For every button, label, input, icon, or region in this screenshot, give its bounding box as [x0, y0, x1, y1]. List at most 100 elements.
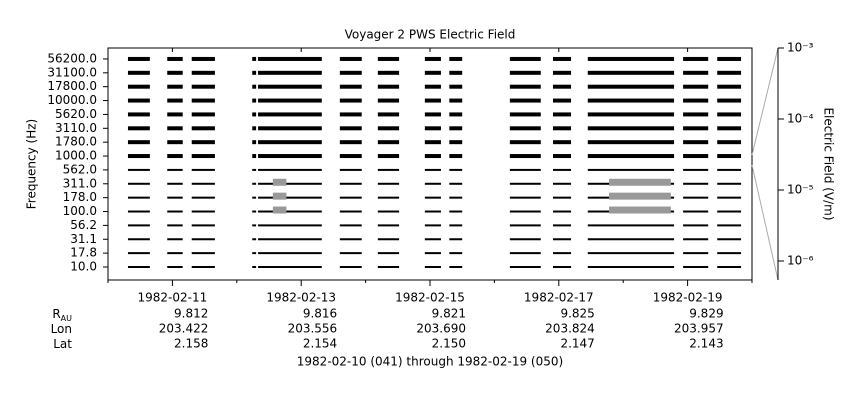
- data-strip: [553, 126, 572, 131]
- data-strip: [258, 196, 322, 199]
- data-strip: [509, 224, 541, 227]
- data-strip: [424, 224, 441, 227]
- data-strip: [167, 112, 183, 117]
- y-tick-label: 56200.0: [47, 51, 97, 65]
- data-strip: [424, 112, 441, 117]
- data-strip: [167, 168, 183, 171]
- data-strip: [339, 224, 362, 227]
- y-tick-label: 311.0: [63, 176, 97, 190]
- data-strip: [377, 84, 400, 89]
- data-strip: [553, 252, 572, 255]
- data-strip: [252, 140, 257, 145]
- data-strip: [258, 252, 322, 255]
- data-strip: [252, 154, 257, 159]
- ephemeris-value: 2.143: [689, 337, 723, 351]
- data-strip: [167, 182, 183, 185]
- data-strip: [258, 154, 322, 159]
- ephemeris-value: 203.556: [288, 322, 338, 336]
- ephemeris-value: 203.824: [545, 322, 595, 336]
- data-strip: [167, 224, 183, 227]
- data-strip: [509, 154, 541, 159]
- data-strip: [377, 196, 400, 199]
- data-strip: [167, 140, 183, 145]
- ephemeris-label-text: Lat: [53, 337, 72, 351]
- data-strip: [587, 126, 675, 131]
- data-strip: [191, 84, 215, 89]
- data-strip: [377, 70, 400, 75]
- data-strip: [449, 168, 463, 171]
- data-strip: [717, 266, 742, 268]
- data-strip: [553, 196, 572, 199]
- data-strip: [339, 210, 362, 213]
- intensity-block: [609, 192, 671, 200]
- data-strip: [717, 168, 742, 171]
- data-strip: [167, 126, 183, 131]
- data-strip: [339, 196, 362, 199]
- y-tick-label: 1780.0: [55, 135, 97, 149]
- data-strip: [553, 56, 572, 61]
- data-strip: [509, 266, 541, 268]
- data-strip: [424, 238, 441, 241]
- data-strip: [127, 70, 150, 75]
- data-strip: [449, 210, 463, 213]
- ephemeris-value: 203.422: [159, 322, 209, 336]
- ephemeris-label-text: Lon: [51, 322, 72, 336]
- data-strip: [683, 126, 709, 131]
- footer: 1982-02-10 (041) through 1982-02-19 (050…: [297, 355, 563, 369]
- data-strip: [339, 84, 362, 89]
- data-strip: [339, 168, 362, 171]
- data-strip: [587, 224, 675, 227]
- data-strip: [587, 112, 675, 117]
- data-strip: [717, 252, 742, 255]
- data-strip: [377, 252, 400, 255]
- data-strip: [167, 252, 183, 255]
- data-strip: [191, 112, 215, 117]
- data-strip: [258, 140, 322, 145]
- ephemeris-value: 2.150: [432, 337, 466, 351]
- data-strip: [339, 112, 362, 117]
- data-strip: [717, 70, 742, 75]
- data-strip: [127, 112, 150, 117]
- ephemeris-label: Lat: [53, 337, 72, 351]
- data-strip: [258, 224, 322, 227]
- data-strip: [167, 70, 183, 75]
- ephemeris-label: Lon: [51, 322, 72, 336]
- data-strip: [553, 266, 572, 268]
- data-strip: [683, 70, 709, 75]
- data-strip: [683, 224, 709, 227]
- ephemeris-value: 9.829: [689, 307, 723, 321]
- data-strip: [683, 210, 709, 213]
- data-strip: [587, 266, 675, 268]
- data-strip: [509, 84, 541, 89]
- data-strip: [127, 182, 150, 185]
- data-strip: [377, 98, 400, 103]
- data-strip: [509, 70, 541, 75]
- data-strip: [424, 154, 441, 159]
- x-tick-label: 1982-02-13: [266, 291, 336, 305]
- data-strip: [258, 98, 322, 103]
- data-strip: [587, 238, 675, 241]
- data-strip: [252, 182, 257, 185]
- y-tick-label: 5620.0: [55, 107, 97, 121]
- data-strip: [191, 140, 215, 145]
- x-tick-label: 1982-02-19: [653, 291, 723, 305]
- data-strip: [191, 126, 215, 131]
- intensity-block: [272, 192, 287, 200]
- ephemeris-value: 2.154: [303, 337, 337, 351]
- chart-title: Voyager 2 PWS Electric Field: [345, 28, 516, 42]
- data-strip: [424, 56, 441, 61]
- y2-tick-label: 10⁻⁴: [787, 111, 814, 125]
- data-strip: [424, 210, 441, 213]
- y-tick-label: 562.0: [63, 162, 97, 176]
- y-tick-label: 3110.0: [55, 121, 97, 135]
- data-strip: [167, 154, 183, 159]
- y2-axis-label: Electric Field (V/m): [822, 107, 836, 220]
- intensity-block: [609, 206, 671, 214]
- data-strip: [587, 84, 675, 89]
- data-strip: [127, 154, 150, 159]
- data-strip: [252, 266, 257, 268]
- data-strip: [717, 84, 742, 89]
- data-strip: [717, 56, 742, 61]
- plot-frame: [107, 47, 753, 281]
